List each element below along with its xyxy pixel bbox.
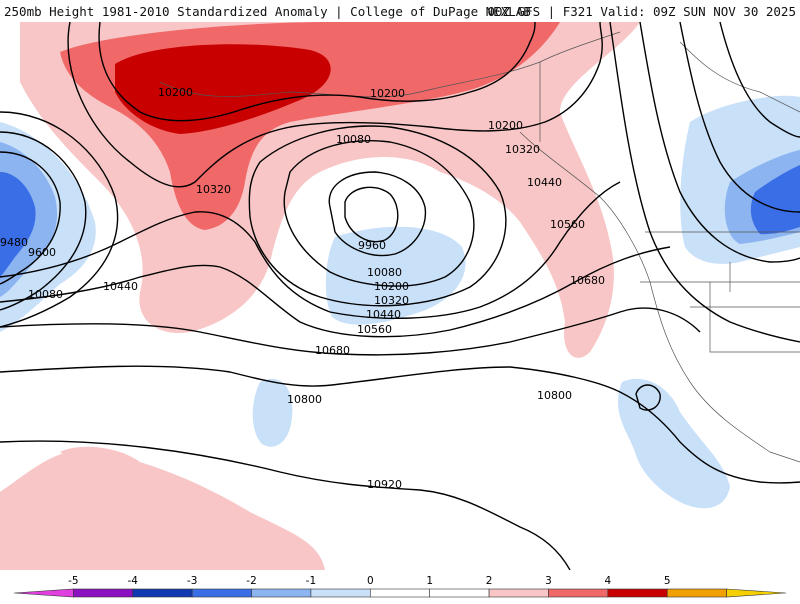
colorbar-tick-label: 4 xyxy=(605,575,612,587)
contour-label: 10200 xyxy=(370,87,405,100)
legend-colorbar: -5 -4 -3 -2 -1 0 1 2 3 4 5 xyxy=(0,570,800,600)
colorbar-tick-label: 2 xyxy=(486,575,493,587)
colorbar-tick-label: -4 xyxy=(128,575,139,587)
colorbar-tick-label: 5 xyxy=(664,575,671,587)
anomaly-fill-minus3-west xyxy=(0,172,36,277)
contour-label: 9480 xyxy=(0,236,28,249)
contour-label: 10320 xyxy=(196,183,231,196)
colorbar-segment xyxy=(310,588,371,598)
colorbar-segment xyxy=(488,588,549,598)
contour-label: 10440 xyxy=(103,280,138,293)
contour-label: 10320 xyxy=(374,294,409,307)
contour-label: 10080 xyxy=(28,288,63,301)
contour-label: 10680 xyxy=(315,344,350,357)
colorbar-segment xyxy=(73,588,134,598)
model-run-info: 00Z GFS | F321 Valid: 09Z SUN NOV 30 202… xyxy=(487,4,796,19)
anomaly-fill-minus1-hawaii xyxy=(252,378,293,447)
height-contours xyxy=(0,22,800,570)
colorbar-tick-label: -2 xyxy=(246,575,256,587)
contour-label: 10320 xyxy=(505,143,540,156)
anomaly-fill-plus1-sw2 xyxy=(60,446,140,471)
colorbar-tick-label: 0 xyxy=(367,575,374,587)
anomaly-shading xyxy=(0,22,800,570)
anomaly-fill-minus1-baja xyxy=(617,378,730,509)
colorbar-tick-label: -3 xyxy=(187,575,197,587)
contour-label: 10440 xyxy=(366,308,401,321)
contour-label: 10440 xyxy=(527,176,562,189)
contour-label: 9960 xyxy=(358,239,386,252)
anomaly-map[interactable]: 10200 10200 10200 10080 10320 10320 1044… xyxy=(0,22,800,570)
anomaly-fill-minus3-ne xyxy=(750,165,800,235)
colorbar-tick-label: 3 xyxy=(545,575,552,587)
map-header: 250mb Height 1981-2010 Standardized Anom… xyxy=(0,0,800,22)
contour-label: 10560 xyxy=(357,323,392,336)
contour-label: 10560 xyxy=(550,218,585,231)
contour-label: 10200 xyxy=(488,119,523,132)
contour-label: 10920 xyxy=(367,478,402,491)
colorbar-segment xyxy=(191,588,252,598)
colorbar-segment xyxy=(132,588,193,598)
colorbar-tick-label: 1 xyxy=(426,575,433,587)
contour-label: 10800 xyxy=(537,389,572,402)
colorbar-tick-label: -5 xyxy=(68,575,78,587)
colorbar-segment xyxy=(726,588,787,598)
contour-label: 10080 xyxy=(367,266,402,279)
anomaly-fill-plus1-sw xyxy=(0,450,325,570)
colorbar-segment xyxy=(666,588,727,598)
colorbar-segment xyxy=(429,588,490,598)
map-canvas: 10200 10200 10200 10080 10320 10320 1044… xyxy=(0,22,800,570)
colorbar-segment xyxy=(607,588,668,598)
colorbar-segment xyxy=(13,588,74,598)
contour-label: 10080 xyxy=(336,133,371,146)
contour-label: 10200 xyxy=(158,86,193,99)
geographic-boundaries xyxy=(159,31,800,463)
colorbar-segment xyxy=(251,588,312,598)
colorbar-tick-label: -1 xyxy=(306,575,316,587)
contour-label: 10200 xyxy=(374,280,409,293)
colorbar: -5 -4 -3 -2 -1 0 1 2 3 4 5 xyxy=(13,575,787,598)
map-title: 250mb Height 1981-2010 Standardized Anom… xyxy=(4,4,531,19)
anomaly-fill-plus3 xyxy=(115,44,331,134)
contour-label: 10800 xyxy=(287,393,322,406)
contour-label: 9600 xyxy=(28,246,56,259)
contour-labels: 10200 10200 10200 10080 10320 10320 1044… xyxy=(0,86,605,491)
colorbar-segment xyxy=(370,588,430,598)
colorbar-segment xyxy=(548,588,609,598)
contour-label: 10680 xyxy=(570,274,605,287)
